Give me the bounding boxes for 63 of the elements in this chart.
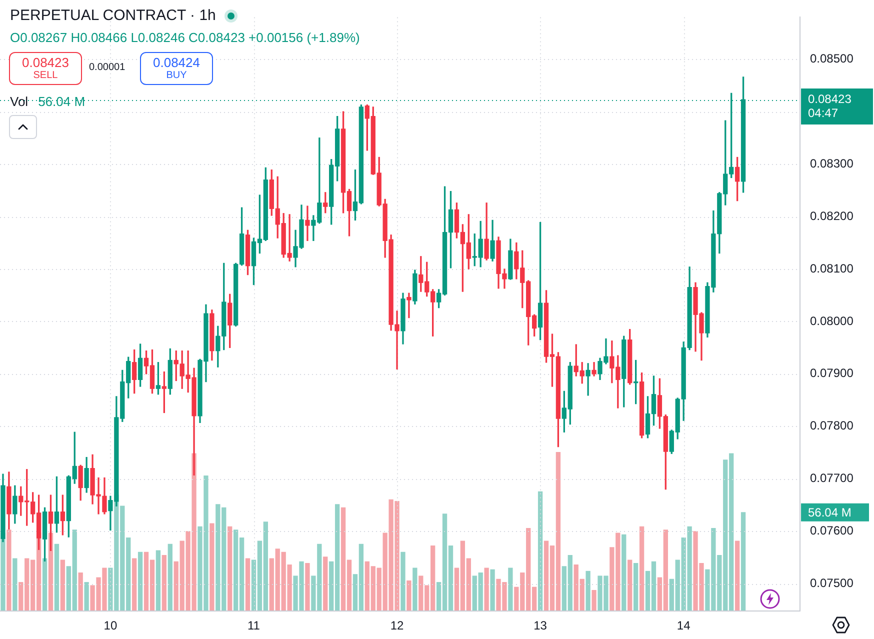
bar xyxy=(639,526,644,611)
sell-button: 0.08423 SELL xyxy=(9,52,82,85)
bar xyxy=(210,523,214,611)
bar xyxy=(6,530,12,611)
y-tick-label: 0.07500 xyxy=(810,576,854,590)
candlestick xyxy=(406,292,412,318)
bar xyxy=(162,555,167,611)
x-tick-label: 10 xyxy=(104,618,118,633)
candlestick xyxy=(586,363,590,396)
bar xyxy=(406,580,412,611)
y-tick-label: 0.08100 xyxy=(810,261,854,276)
annotation: Vol xyxy=(10,94,28,109)
y-tick-label: 0.07900 xyxy=(810,366,854,380)
bar xyxy=(168,544,172,611)
bar xyxy=(412,568,418,611)
bar xyxy=(592,590,596,611)
y-tick-label: 0.08500 xyxy=(810,51,854,66)
text: 56.04 M xyxy=(808,506,852,520)
bar xyxy=(156,550,161,611)
y-tick-label: 0.07700 xyxy=(810,471,854,486)
bar xyxy=(323,556,328,611)
bar xyxy=(740,512,746,611)
bar xyxy=(400,552,406,611)
bar xyxy=(734,540,740,611)
bar xyxy=(508,568,513,611)
bar xyxy=(84,582,89,611)
bar xyxy=(245,558,250,611)
bar xyxy=(305,562,310,611)
bar xyxy=(538,491,543,611)
y-tick-label: 0.08000 xyxy=(810,314,854,328)
bar xyxy=(628,560,632,611)
bar xyxy=(60,560,66,611)
bar xyxy=(586,570,590,611)
bar xyxy=(132,558,137,611)
bar xyxy=(78,572,83,611)
bar xyxy=(54,544,60,611)
bar xyxy=(228,526,232,611)
y-tick-label: 0.08300 xyxy=(810,156,854,170)
bar xyxy=(490,569,495,611)
x-tick-label: 13 xyxy=(534,618,548,633)
y-tick-label: 0.07800 xyxy=(810,418,854,433)
chart-title: PERPETUAL CONTRACT · 1h xyxy=(10,6,216,26)
bar xyxy=(633,562,638,611)
x-tick-label: 12 xyxy=(390,618,404,633)
annotation: SELL xyxy=(32,70,59,82)
x-tick-label: 14 xyxy=(676,618,691,633)
annotation: BUY xyxy=(165,70,188,82)
bar xyxy=(622,534,626,611)
annotation: 0.08423 xyxy=(21,55,70,70)
y-tick-label: 0.07600 xyxy=(810,524,854,538)
candlestick xyxy=(305,206,310,241)
bar xyxy=(138,552,143,611)
annotation: 0.00001 xyxy=(89,62,126,74)
y-tick-label: 0.08200 xyxy=(810,208,854,223)
bar xyxy=(484,568,489,611)
buy-button: 0.08424 BUY xyxy=(140,52,213,85)
annotation: 0.08424 xyxy=(152,55,201,70)
text: O0.08267 H0.08466 L0.08246 C0.08423 +0.00156 (+1.89%) xyxy=(10,30,360,46)
annotation: 56.04 M xyxy=(38,94,86,109)
x-tick-label: 11 xyxy=(247,618,260,633)
bar xyxy=(12,558,18,611)
ref-line-label: 0.08423 04:47 xyxy=(808,92,852,120)
bar xyxy=(42,558,48,611)
